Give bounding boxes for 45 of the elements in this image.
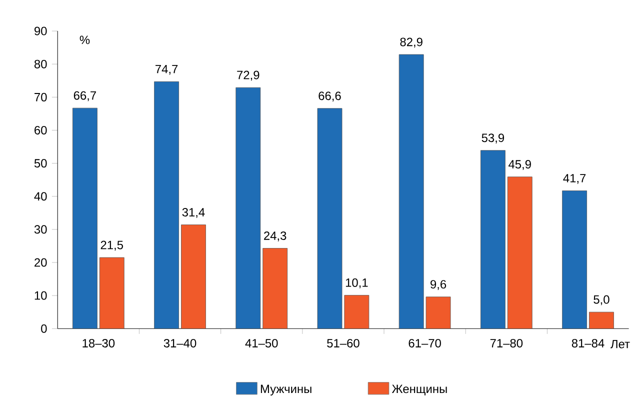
- bar: [589, 312, 614, 329]
- data-label: 45,9: [508, 160, 531, 170]
- data-label: 53,9: [482, 134, 504, 144]
- data-label: 82,9: [400, 38, 422, 48]
- data-label: 74,7: [156, 64, 178, 75]
- y-tick-label: 10: [34, 291, 47, 300]
- x-tick-label: 71–80: [490, 338, 523, 348]
- bar: [480, 150, 506, 329]
- data-label: 5,0: [594, 295, 610, 306]
- data-label: 10,1: [346, 278, 368, 288]
- legend-label: Мужчины: [260, 384, 312, 396]
- x-tick-label: 31–40: [164, 338, 196, 348]
- y-tick-label: 50: [34, 159, 47, 168]
- y-tick-label: 40: [34, 192, 47, 201]
- bar: [99, 257, 124, 329]
- y-tick-label: 80: [34, 60, 47, 68]
- y-tick-label: 70: [34, 92, 47, 102]
- y-tick-label: 60: [34, 126, 47, 134]
- data-label: 9,6: [430, 280, 446, 290]
- bar: [562, 190, 587, 329]
- x-axis-title: Лет: [610, 340, 630, 348]
- data-label: 31,4: [182, 208, 205, 218]
- bar: [154, 81, 179, 329]
- bar: [72, 108, 98, 329]
- bar: [507, 176, 532, 329]
- data-label: 24,3: [264, 231, 286, 242]
- data-label: 41,7: [563, 174, 586, 184]
- data-label: 66,6: [318, 92, 341, 102]
- data-label: 21,5: [100, 240, 124, 251]
- x-tick-label: 51–60: [327, 338, 360, 348]
- bar: [236, 87, 261, 329]
- x-tick-label: 61–70: [408, 338, 441, 348]
- y-tick-label: 30: [34, 225, 47, 234]
- legend-label: Женщины: [392, 384, 447, 396]
- x-tick-label: 81–84: [572, 338, 604, 348]
- x-tick-label: 41–50: [245, 338, 278, 348]
- y-tick-label: 20: [34, 258, 47, 267]
- data-label: 72,9: [237, 70, 260, 81]
- x-tick-label: 18–30: [82, 338, 115, 348]
- bar: [181, 224, 206, 329]
- y-tick-label: 90: [34, 26, 47, 36]
- data-label: 66,7: [74, 91, 96, 102]
- bar: [262, 248, 288, 329]
- y-axis-title: %: [80, 36, 90, 44]
- y-tick-label: 0: [41, 324, 47, 333]
